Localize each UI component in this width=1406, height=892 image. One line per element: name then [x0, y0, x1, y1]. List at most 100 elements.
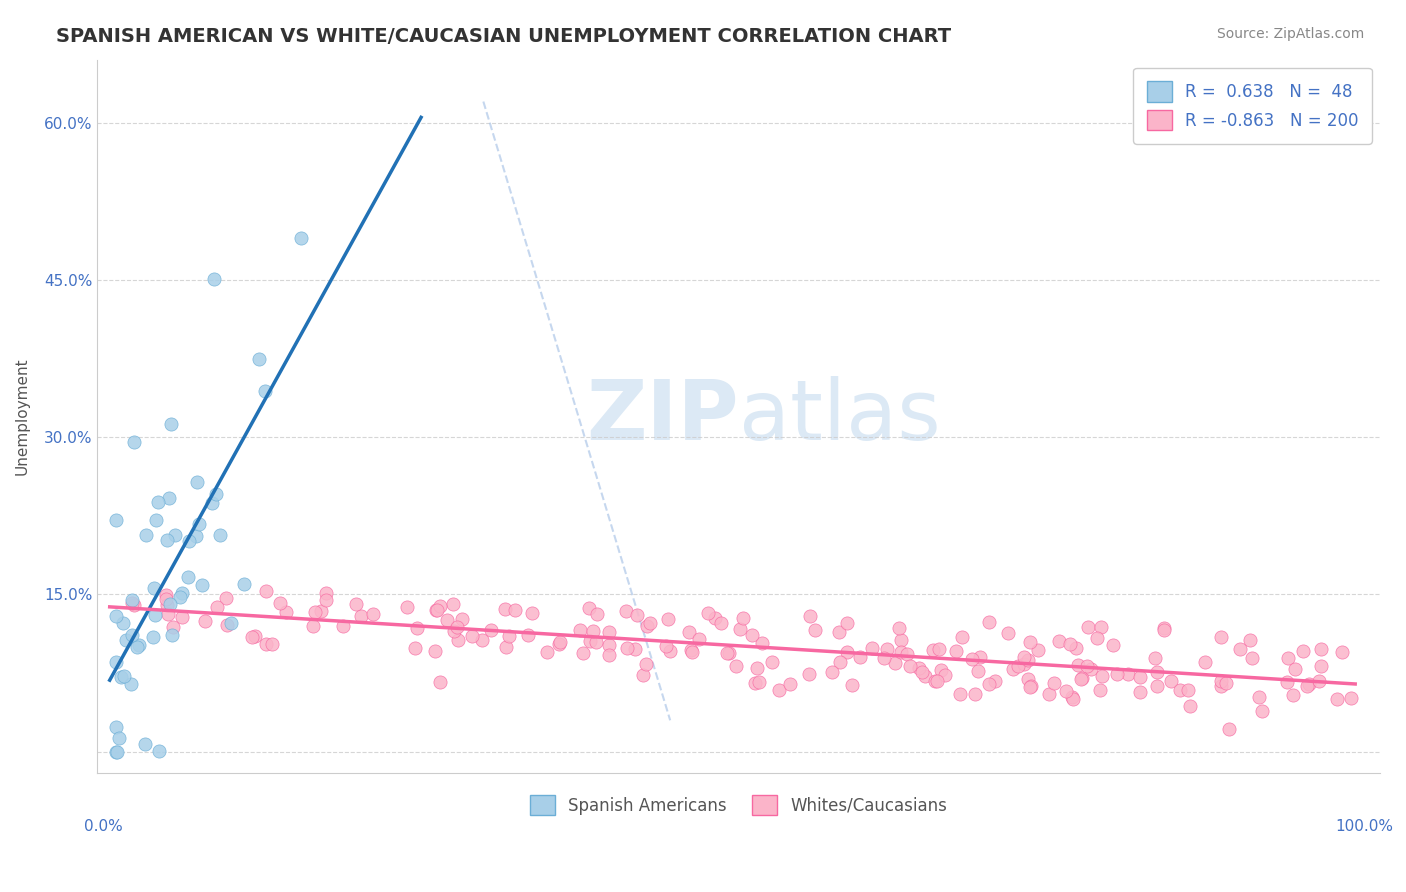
Point	[443, 624, 465, 639]
Point	[142, 630, 165, 644]
Point	[949, 687, 972, 701]
Point	[1194, 656, 1216, 670]
Point	[148, 495, 170, 509]
Text: 0.0%: 0.0%	[84, 819, 124, 834]
Point	[128, 638, 150, 652]
Point	[548, 637, 571, 651]
Point	[156, 607, 179, 621]
Point	[169, 590, 191, 604]
Point	[1129, 685, 1152, 699]
Point	[965, 687, 987, 701]
Point	[162, 620, 184, 634]
Point	[1310, 658, 1333, 673]
Point	[624, 642, 647, 657]
Point	[896, 648, 918, 662]
Point	[1077, 620, 1099, 634]
Point	[1047, 633, 1070, 648]
Point	[1251, 704, 1274, 718]
Point	[1026, 642, 1049, 657]
Point	[924, 674, 946, 689]
Point	[1284, 662, 1306, 676]
Point	[1012, 649, 1035, 664]
Point	[361, 607, 384, 621]
Point	[1091, 669, 1114, 683]
Point	[1146, 679, 1168, 693]
Point	[156, 533, 179, 548]
Text: SPANISH AMERICAN VS WHITE/CAUCASIAN UNEMPLOYMENT CORRELATION CHART: SPANISH AMERICAN VS WHITE/CAUCASIAN UNEM…	[56, 27, 952, 45]
Point	[304, 606, 326, 620]
Point	[104, 608, 127, 623]
Point	[110, 670, 132, 684]
Point	[799, 608, 821, 623]
Point	[848, 650, 870, 665]
Point	[1340, 691, 1362, 706]
Point	[1067, 657, 1090, 672]
Point	[208, 528, 231, 542]
Point	[1209, 674, 1232, 689]
Point	[614, 604, 637, 618]
Point	[681, 644, 703, 658]
Point	[1215, 676, 1237, 690]
Point	[1019, 634, 1042, 648]
Point	[104, 720, 127, 734]
Point	[215, 618, 238, 632]
Point	[1012, 657, 1035, 671]
Point	[908, 661, 931, 675]
Point	[121, 628, 143, 642]
Point	[1153, 621, 1175, 635]
Point	[1070, 672, 1092, 686]
Point	[121, 593, 143, 607]
Point	[205, 600, 228, 615]
Point	[633, 668, 655, 682]
Point	[155, 588, 177, 602]
Point	[170, 610, 193, 624]
Point	[761, 656, 783, 670]
Point	[598, 648, 620, 662]
Point	[598, 625, 620, 640]
Point	[143, 581, 166, 595]
Point	[678, 624, 700, 639]
Point	[471, 632, 494, 647]
Point	[657, 612, 679, 626]
Text: atlas: atlas	[738, 376, 941, 457]
Point	[548, 635, 571, 649]
Point	[254, 583, 277, 598]
Point	[1144, 651, 1167, 665]
Point	[254, 636, 277, 650]
Point	[1019, 680, 1042, 694]
Point	[1062, 691, 1084, 706]
Point	[1001, 662, 1024, 676]
Point	[350, 608, 373, 623]
Point	[1298, 677, 1320, 691]
Point	[243, 629, 266, 643]
Point	[1296, 679, 1319, 693]
Point	[1168, 683, 1191, 698]
Point	[425, 603, 447, 617]
Point	[1160, 673, 1182, 688]
Point	[184, 529, 207, 543]
Point	[1007, 659, 1029, 673]
Point	[134, 737, 156, 751]
Point	[716, 646, 738, 660]
Point	[200, 496, 222, 510]
Point	[447, 632, 470, 647]
Text: ZIP: ZIP	[586, 376, 738, 457]
Point	[1038, 687, 1060, 701]
Point	[598, 639, 620, 653]
Point	[1239, 632, 1261, 647]
Point	[122, 434, 145, 449]
Point	[301, 619, 323, 633]
Point	[315, 586, 337, 600]
Point	[659, 644, 682, 658]
Point	[967, 665, 990, 679]
Point	[977, 677, 1000, 691]
Point	[890, 645, 912, 659]
Point	[219, 616, 242, 631]
Point	[157, 491, 180, 505]
Point	[1105, 667, 1128, 681]
Point	[925, 673, 948, 688]
Point	[934, 668, 956, 682]
Point	[451, 612, 474, 626]
Point	[1129, 670, 1152, 684]
Point	[728, 623, 751, 637]
